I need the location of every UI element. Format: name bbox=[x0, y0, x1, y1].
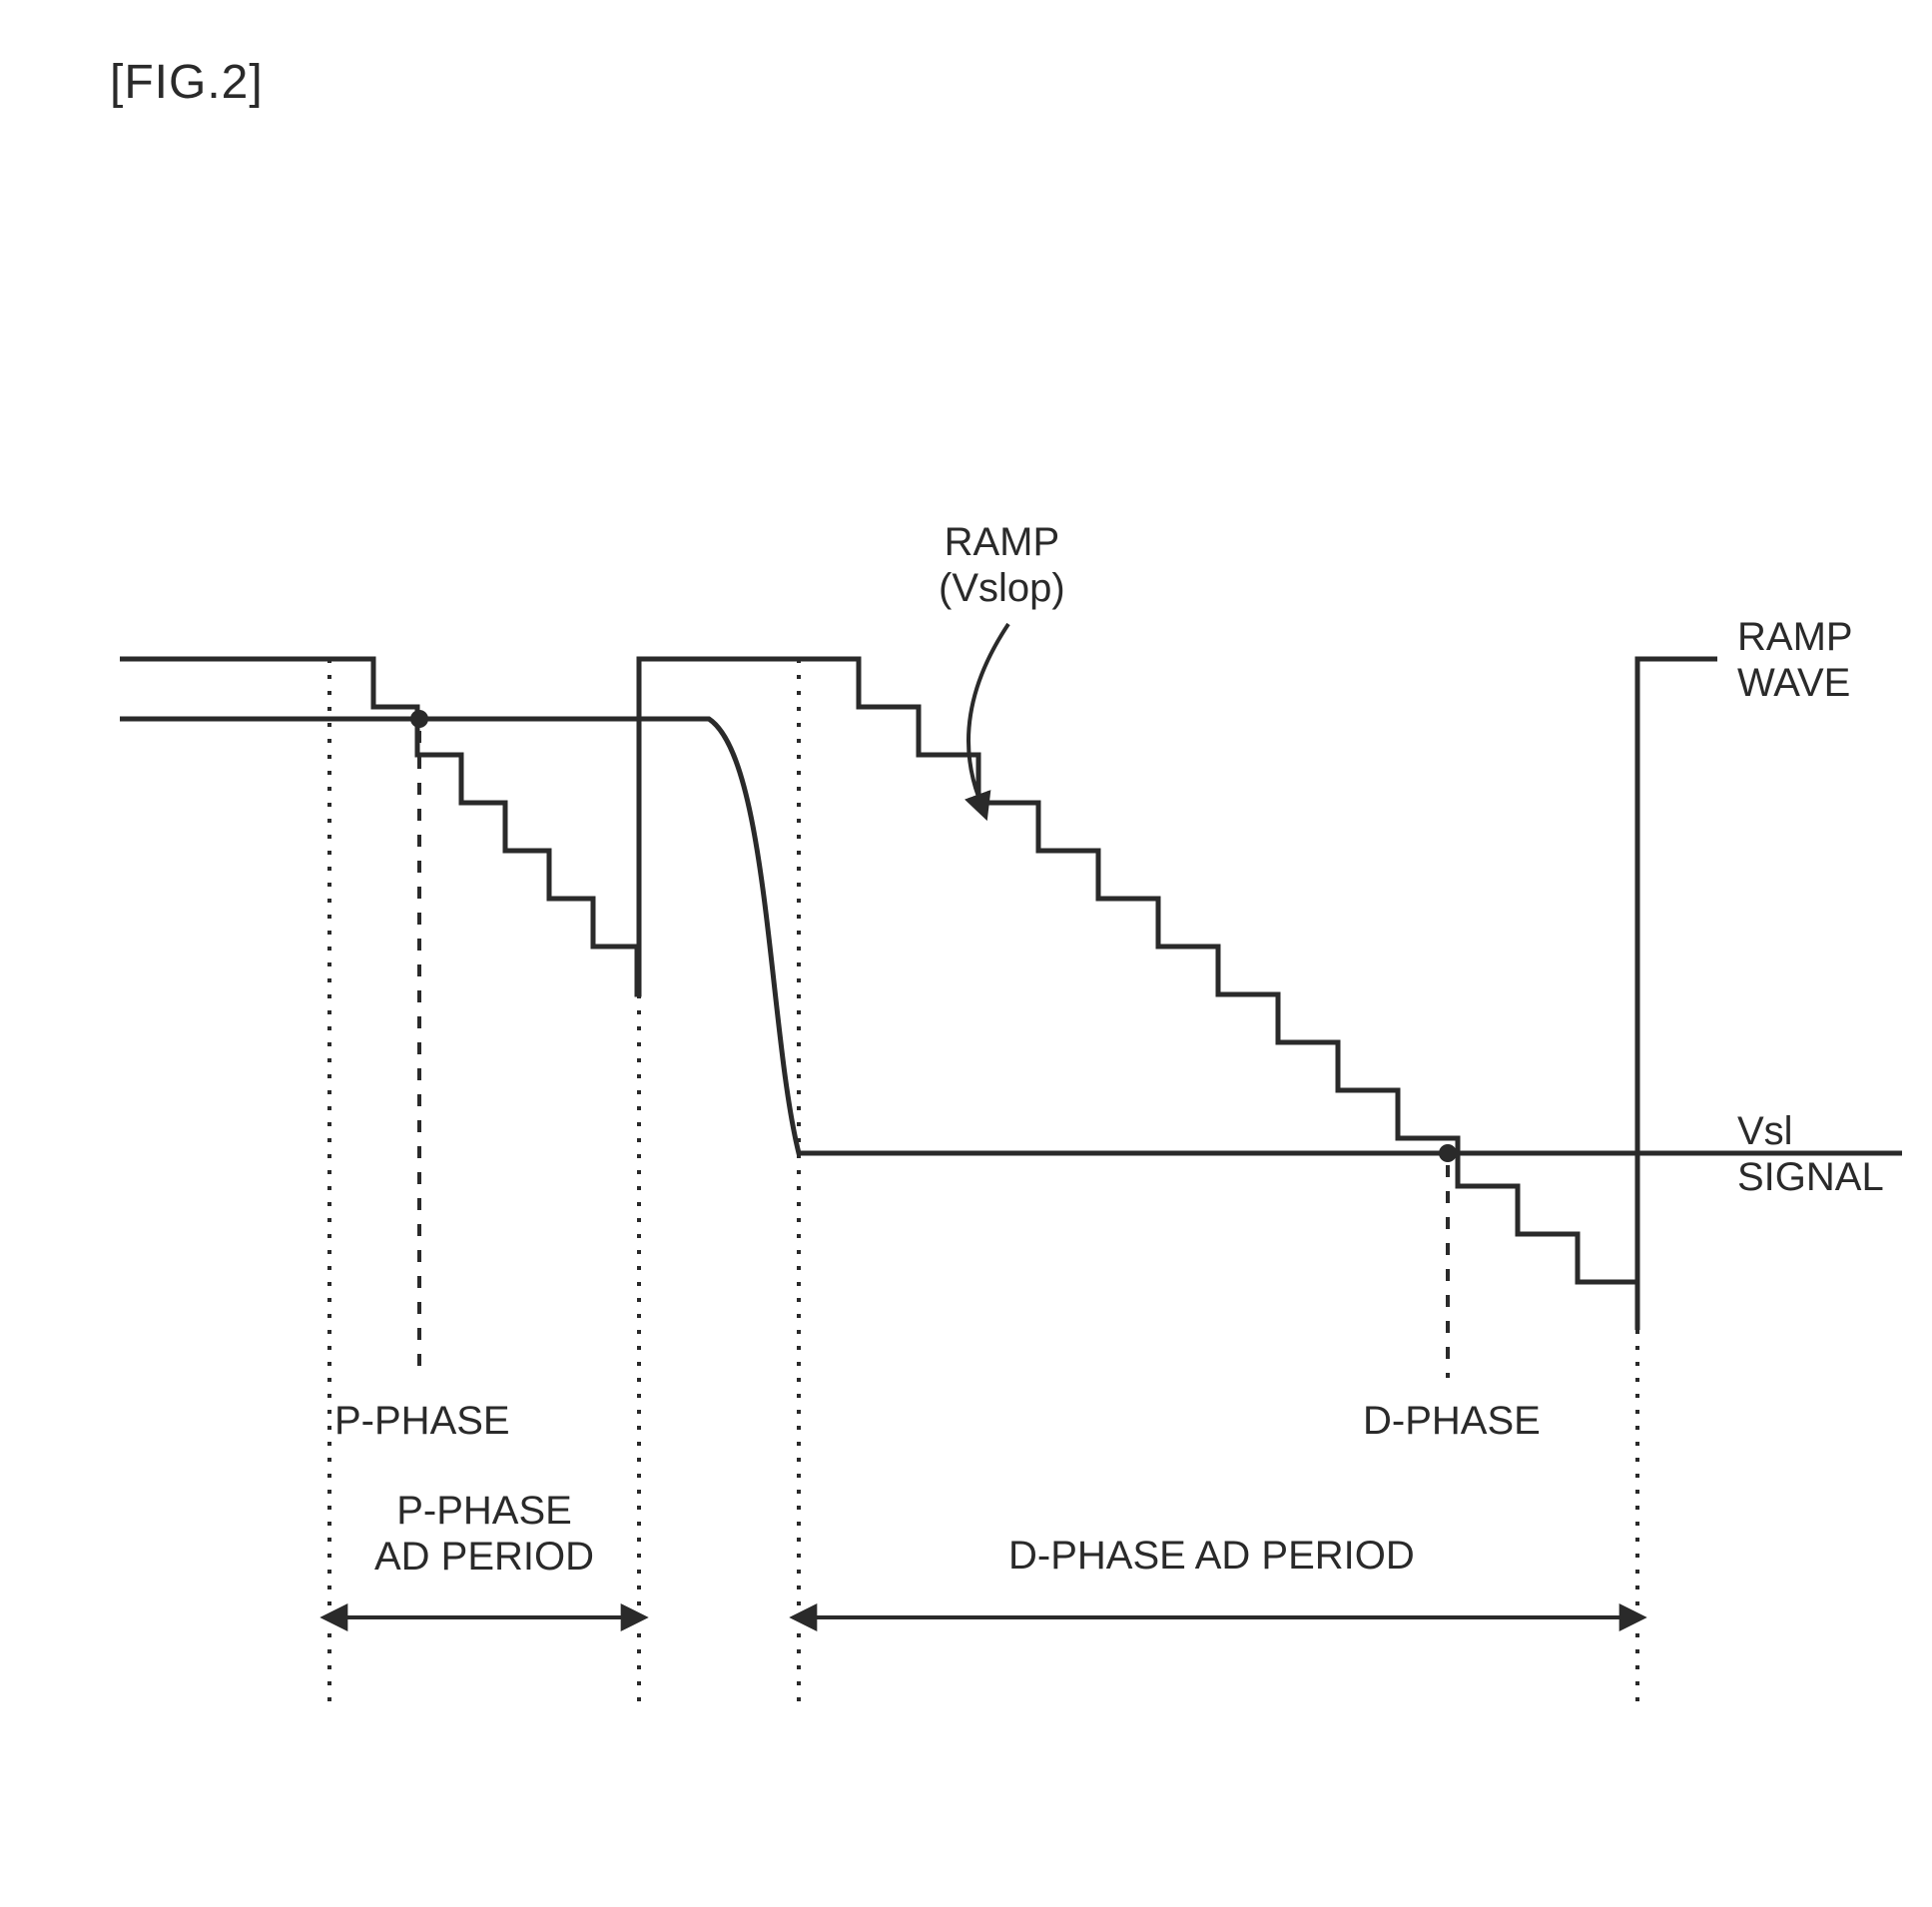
d-phase-label: D-PHASE bbox=[1363, 1398, 1541, 1444]
ramp-wave-label: RAMP WAVE bbox=[1737, 614, 1853, 706]
ramp-callout-label: RAMP (Vslop) bbox=[939, 519, 1065, 611]
vsl-signal-label: Vsl SIGNAL bbox=[1737, 1108, 1884, 1200]
p-phase-label: P-PHASE bbox=[334, 1398, 510, 1444]
p-phase-period-label: P-PHASE AD PERIOD bbox=[374, 1488, 594, 1580]
d-phase-period-label: D-PHASE AD PERIOD bbox=[1008, 1533, 1415, 1579]
timing-diagram bbox=[0, 0, 1932, 1907]
